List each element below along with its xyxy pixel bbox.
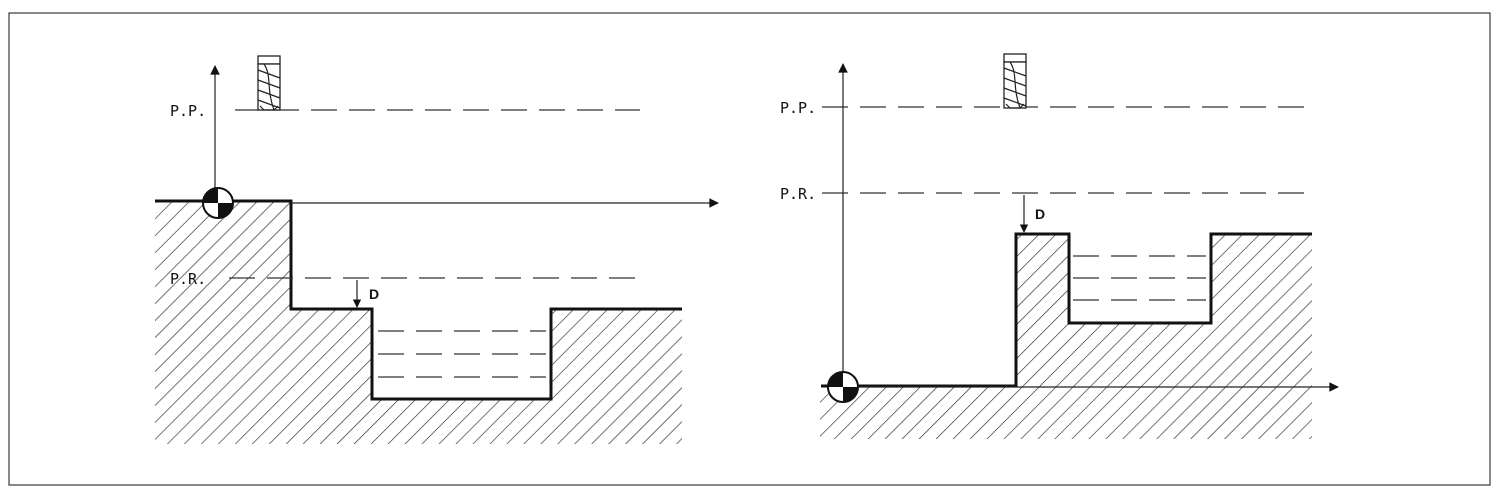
right-diagram: P.P. P.R. D [780,53,1339,439]
left-part-profile [155,199,682,401]
end-mill-icon [1003,53,1027,109]
right-base-hatch [820,387,1312,439]
left-d-label: D [369,286,379,302]
origin-marker-icon [202,187,234,219]
left-workpiece-hatch [155,201,682,444]
right-pp-label: P.P. [780,99,816,117]
end-mill-icon [257,55,281,111]
origin-marker-icon [827,371,859,403]
left-pr-label: P.R. [170,270,206,288]
right-pr-label: P.R. [780,185,816,203]
figure-frame [8,12,1491,486]
left-diagram: P.P. P.R. D [155,55,719,444]
right-part-profile [821,232,1312,388]
right-d-label: D [1035,206,1045,222]
left-pp-label: P.P. [170,102,206,120]
